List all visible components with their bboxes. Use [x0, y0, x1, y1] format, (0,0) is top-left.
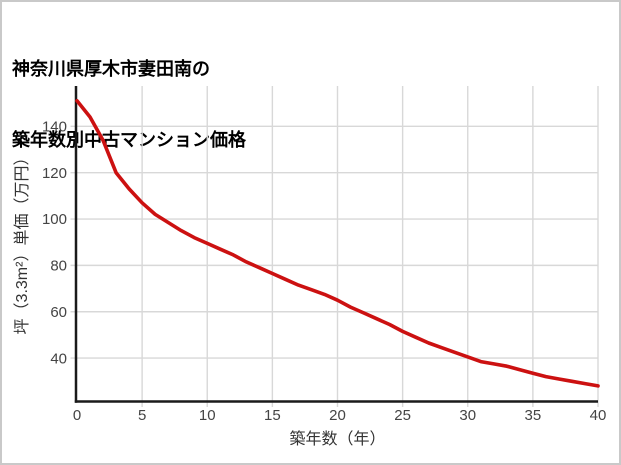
x-tick-label: 25: [394, 407, 411, 424]
x-axis-label: 築年数（年）: [289, 430, 385, 448]
x-tick-label: 5: [138, 407, 146, 424]
y-tick-label: 120: [42, 165, 67, 182]
x-tick-label: 35: [525, 407, 542, 424]
x-tick-label: 0: [73, 407, 81, 424]
y-tick-label: 40: [50, 350, 67, 367]
x-tick-label: 40: [590, 407, 607, 424]
x-tick-label: 30: [459, 407, 476, 424]
price-line: [75, 99, 600, 388]
chart-title-line1: 神奈川県厚木市妻田南の: [12, 58, 210, 79]
x-tick-label: 10: [199, 407, 216, 424]
y-tick-label: 80: [50, 258, 67, 275]
x-tick-label: 20: [329, 407, 346, 424]
y-tick-label: 100: [42, 211, 67, 228]
y-axis-label: 坪（3.3m²）単価（万円）: [13, 150, 31, 335]
chart-title: 神奈川県厚木市妻田南の 築年数別中古マンション価格: [12, 10, 246, 200]
x-tick-label: 15: [264, 407, 281, 424]
y-tick-label: 140: [42, 119, 67, 136]
y-tick-label: 60: [50, 304, 67, 321]
chart-title-line2: 築年数別中古マンション価格: [12, 129, 246, 150]
